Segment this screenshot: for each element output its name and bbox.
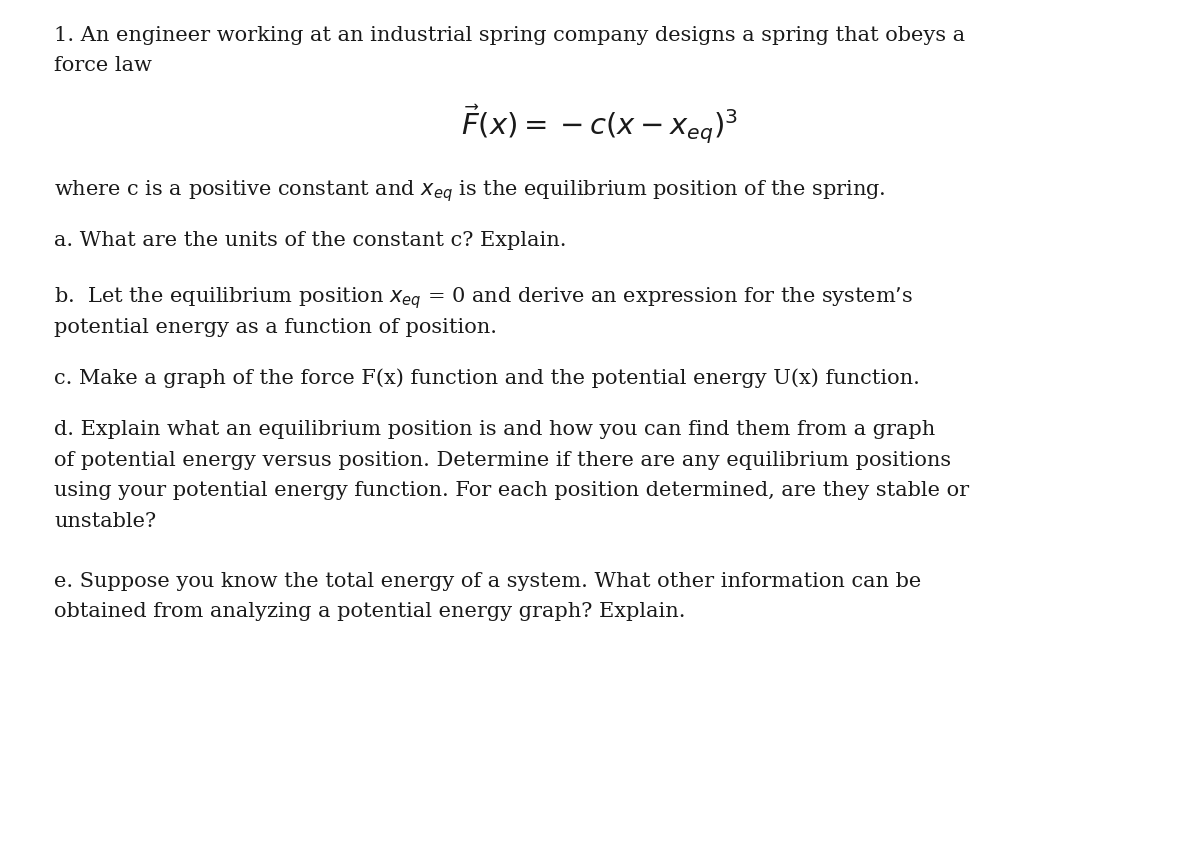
Text: e. Suppose you know the total energy of a system. What other information can be: e. Suppose you know the total energy of …: [54, 572, 922, 591]
Text: a. What are the units of the constant c? Explain.: a. What are the units of the constant c?…: [54, 231, 566, 250]
Text: d. Explain what an equilibrium position is and how you can find them from a grap: d. Explain what an equilibrium position …: [54, 420, 935, 439]
Text: unstable?: unstable?: [54, 511, 156, 531]
Text: potential energy as a function of position.: potential energy as a function of positi…: [54, 318, 497, 338]
Text: force law: force law: [54, 56, 152, 75]
Text: of potential energy versus position. Determine if there are any equilibrium posi: of potential energy versus position. Det…: [54, 450, 952, 470]
Text: b.  Let the equilibrium position $x_{eq}$ = 0 and derive an expression for the s: b. Let the equilibrium position $x_{eq}$…: [54, 286, 913, 311]
Text: using your potential energy function. For each position determined, are they sta: using your potential energy function. Fo…: [54, 481, 970, 500]
Text: obtained from analyzing a potential energy graph? Explain.: obtained from analyzing a potential ener…: [54, 602, 685, 622]
Text: $\vec{F}(x) = -c(x - x_{eq})^3$: $\vec{F}(x) = -c(x - x_{eq})^3$: [462, 103, 738, 147]
Text: where c is a positive constant and $x_{eq}$ is the equilibrium position of the s: where c is a positive constant and $x_{e…: [54, 178, 886, 204]
Text: 1. An engineer working at an industrial spring company designs a spring that obe: 1. An engineer working at an industrial …: [54, 25, 965, 45]
Text: c. Make a graph of the force F(x) function and the potential energy U(x) functio: c. Make a graph of the force F(x) functi…: [54, 369, 920, 388]
